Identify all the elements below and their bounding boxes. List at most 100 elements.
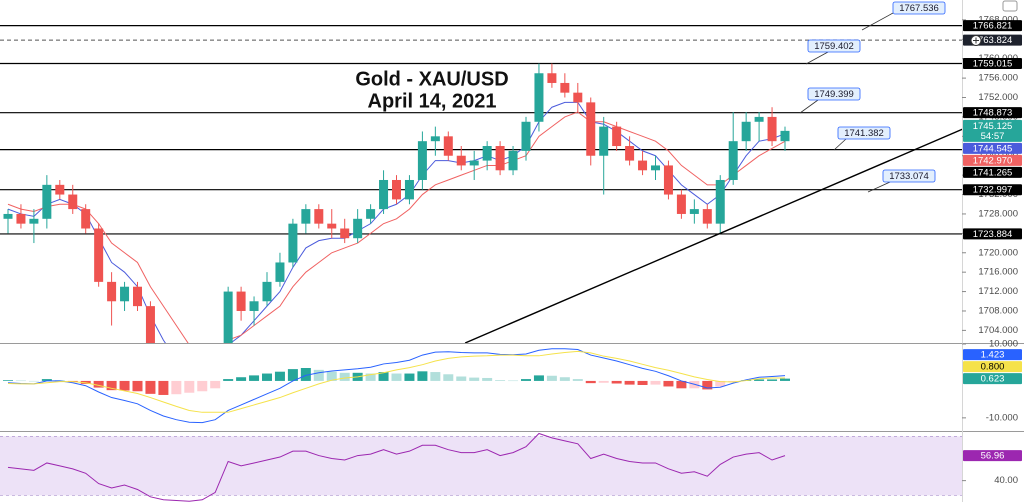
- macd-line: [7, 350, 785, 413]
- price-label: 1763.824: [973, 35, 1013, 46]
- macd-histogram-bar: [326, 371, 337, 381]
- price-label: 56.96: [981, 451, 1005, 462]
- callout-leader: [867, 181, 891, 193]
- callout-box: [892, 1, 946, 15]
- macd-histogram-bar: [132, 380, 143, 392]
- candle-body: [81, 209, 91, 229]
- candle-body: [521, 121, 531, 151]
- macd-histogram-bar: [378, 372, 389, 381]
- candle-body: [702, 209, 712, 224]
- macd-histogram-bar: [339, 372, 350, 381]
- macd-histogram-bar: [702, 380, 713, 390]
- settings-icon[interactable]: [1002, 0, 1018, 12]
- callout-box: [807, 39, 861, 53]
- candle-body: [612, 126, 622, 147]
- y-tick-label: 10.000: [989, 339, 1018, 350]
- macd-histogram-bar: [676, 380, 687, 389]
- plus-sign: [973, 37, 979, 44]
- macd-histogram-bar: [456, 376, 467, 381]
- macd-histogram-bar: [262, 373, 272, 381]
- candle-body: [327, 223, 337, 229]
- callout-box: [837, 126, 891, 140]
- candle-body: [663, 165, 673, 195]
- macd-histogram-bar: [585, 380, 596, 384]
- y-tick-label: 1768.000: [978, 14, 1018, 25]
- candle-body: [495, 146, 505, 171]
- candle-body: [456, 155, 466, 166]
- price-label: 1744.545: [973, 143, 1013, 154]
- price-label-box: [963, 107, 1022, 119]
- y-tick-label: 1752.000: [978, 92, 1018, 103]
- price-label-box: [963, 119, 1022, 142]
- macd-histogram-bar: [624, 380, 635, 385]
- settings-button[interactable]: [1002, 0, 1018, 12]
- macd-histogram-bar: [780, 378, 790, 381]
- candle-body: [780, 130, 790, 142]
- y-tick-label: 1712.000: [978, 286, 1018, 297]
- y-tick-label: 1728.000: [978, 208, 1018, 219]
- price-label: 1732.997: [973, 185, 1013, 196]
- candle-body: [547, 73, 557, 83]
- countdown-label: 54:57: [981, 131, 1005, 142]
- callout-label: 1741.382: [844, 128, 884, 139]
- candle-body: [715, 179, 725, 224]
- candle-body: [560, 82, 570, 93]
- price-label-box: [963, 57, 1022, 69]
- price-label: 1723.884: [973, 229, 1013, 240]
- price-pane: [0, 25, 962, 343]
- macd-histogram-bar: [663, 380, 674, 387]
- callout-box: [807, 87, 861, 101]
- candle-body: [534, 73, 544, 122]
- candle-body: [430, 136, 440, 142]
- macd-histogram-bar: [521, 379, 531, 381]
- rsi-background: [0, 436, 962, 496]
- rsi-band: [0, 436, 962, 496]
- candle-body: [133, 286, 142, 307]
- macd-histogram-bar: [93, 380, 104, 388]
- price-label: 1766.821: [973, 21, 1013, 32]
- candle-body: [288, 223, 298, 263]
- candle-body: [379, 179, 389, 210]
- macd-histogram-bar: [482, 377, 493, 381]
- price-label: 1748.873: [973, 108, 1013, 119]
- candle-body: [29, 218, 39, 224]
- candle-body: [145, 306, 155, 343]
- y-tick-label: 1720.000: [978, 247, 1018, 258]
- macd-histogram-bar: [637, 380, 648, 385]
- macd-histogram-bar: [495, 380, 506, 381]
- macd-histogram-bar: [365, 373, 376, 381]
- callout-label: 1749.399: [814, 89, 854, 100]
- candle-body: [728, 141, 738, 180]
- macd-histogram-bar: [41, 379, 52, 381]
- callout-label: 1759.402: [814, 41, 854, 52]
- candle-body: [3, 213, 13, 219]
- price-label-box: [963, 228, 1022, 240]
- candle-body: [767, 116, 777, 142]
- price-label-box: [963, 166, 1022, 178]
- price-label: 1741.265: [973, 167, 1013, 178]
- macd-histogram-bar: [728, 380, 739, 383]
- price-label-box: [963, 361, 1022, 373]
- macd-histogram-bar: [145, 380, 156, 394]
- add-alert-button[interactable]: [970, 35, 982, 46]
- macd-histogram-bar: [754, 379, 765, 381]
- candle-body: [249, 301, 259, 311]
- candle-body: [42, 184, 52, 219]
- macd-histogram-bar: [158, 380, 169, 395]
- macd-histogram-bar: [715, 380, 726, 387]
- macd-histogram-bar: [274, 371, 285, 381]
- y-tick-label: 1716.000: [978, 267, 1018, 278]
- macd-line: [7, 348, 786, 424]
- candle-body: [301, 209, 311, 224]
- candle-body: [469, 160, 479, 166]
- candle-body: [314, 209, 324, 224]
- macd-histogram-bar: [469, 377, 480, 381]
- price-label-box: [963, 20, 1022, 32]
- candle-body: [651, 165, 660, 171]
- macd-histogram-bar: [287, 369, 298, 381]
- candle-body: [443, 136, 453, 156]
- callout-leader: [799, 99, 819, 114]
- price-label-box: [963, 142, 1022, 154]
- macd-histogram-bar: [546, 375, 557, 381]
- price-label: 1742.970: [973, 155, 1013, 166]
